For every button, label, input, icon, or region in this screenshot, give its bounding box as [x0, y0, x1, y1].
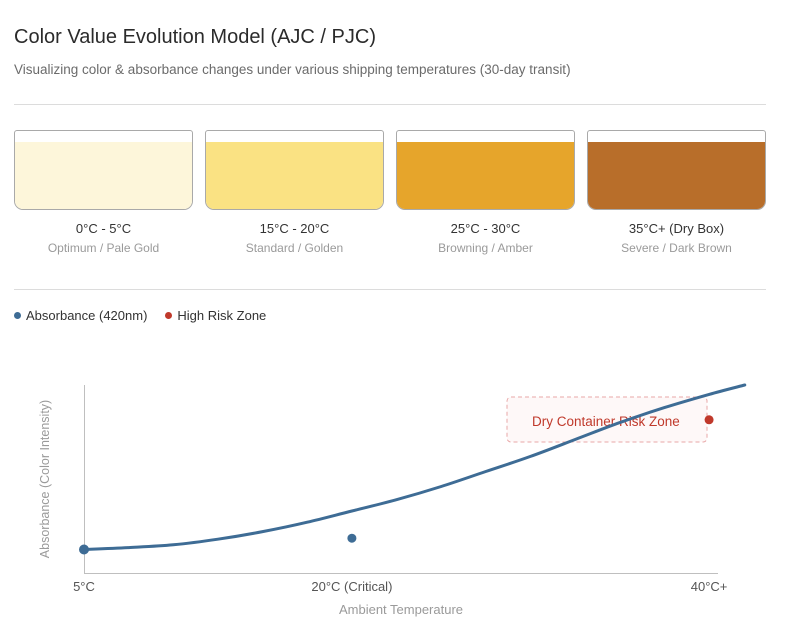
swatch-range: 0°C - 5°C: [75, 221, 132, 236]
data-point[interactable]: [704, 415, 714, 425]
liquid-1: [206, 142, 383, 209]
liquid-0: [15, 142, 192, 209]
vial-1: [205, 130, 384, 210]
vial-0: [14, 130, 193, 210]
legend-dot-absorbance: [14, 312, 21, 319]
x-tick-labels: 5°C 20°C (Critical) 40°C+: [73, 579, 727, 594]
x-tick-label: 5°C: [73, 579, 95, 594]
page-title: Color Value Evolution Model (AJC / PJC): [14, 26, 376, 48]
divider-middle: [14, 289, 766, 290]
liquid-3: [588, 142, 765, 209]
absorbance-curve: [82, 383, 747, 551]
swatch-range: 35°C+ (Dry Box): [628, 221, 725, 236]
legend-item-absorbance[interactable]: Absorbance (420nm): [14, 308, 147, 323]
divider-top: [14, 104, 766, 105]
swatch-1: 15°C - 20°C Standard / Golden: [205, 130, 384, 255]
page-subtitle: Visualizing color & absorbance changes u…: [14, 62, 571, 77]
swatch-description: Browning / Amber: [438, 241, 533, 255]
swatch-description: Optimum / Pale Gold: [47, 241, 160, 255]
y-axis-label: Absorbance (Color Intensity): [38, 400, 52, 558]
data-point[interactable]: [347, 533, 357, 543]
x-tick-label: 20°C (Critical): [311, 579, 392, 594]
swatch-description: Standard / Golden: [245, 241, 344, 255]
vial-2: [396, 130, 575, 210]
legend-item-risk[interactable]: High Risk Zone: [165, 308, 266, 323]
data-point[interactable]: [79, 544, 89, 555]
swatch-2: 25°C - 30°C Browning / Amber: [396, 130, 575, 255]
data-points: [79, 415, 714, 555]
swatch-range: 25°C - 30°C: [450, 221, 521, 236]
swatch-description: Severe / Dark Brown: [621, 241, 732, 255]
legend-label-risk: High Risk Zone: [177, 308, 267, 323]
legend-label-absorbance: Absorbance (420nm): [26, 308, 148, 323]
swatch-0: 0°C - 5°C Optimum / Pale Gold: [14, 130, 193, 255]
color-swatches: 0°C - 5°C Optimum / Pale Gold 15°C - 20°…: [14, 130, 766, 255]
liquid-2: [397, 142, 574, 209]
swatch-range: 15°C - 20°C: [259, 221, 330, 236]
swatch-3: 35°C+ (Dry Box) Severe / Dark Brown: [587, 130, 766, 255]
chart-legend: Absorbance (420nm) High Risk Zone: [14, 308, 284, 323]
vial-3: [587, 130, 766, 210]
risk-zone-box: [506, 396, 708, 443]
legend-dot-risk: [165, 312, 173, 319]
risk-zone-label: Dry Container Risk Zone: [532, 414, 680, 429]
x-axis-label: Ambient Temperature: [339, 602, 463, 617]
x-tick-label: 40°C+: [691, 579, 728, 594]
